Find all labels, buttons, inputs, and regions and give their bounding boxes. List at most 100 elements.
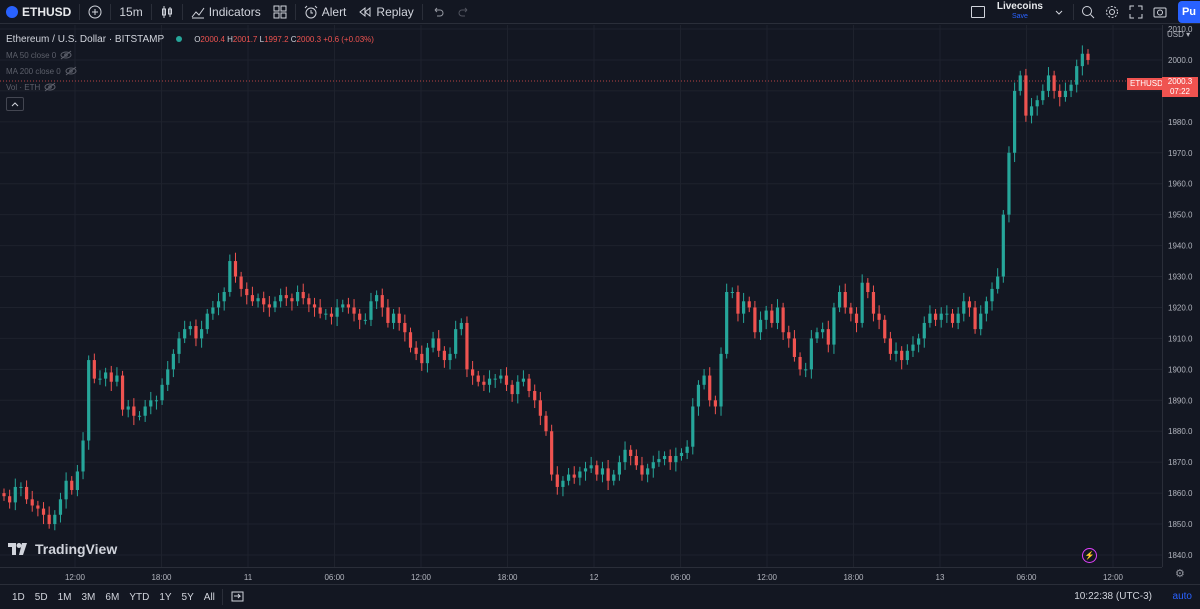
eye-off-icon[interactable]: [60, 50, 72, 60]
clock-timezone[interactable]: 10:22:38 (UTC-3): [1074, 591, 1152, 602]
price-tick-label: 2010.0: [1168, 25, 1193, 34]
candle-body: [312, 304, 317, 308]
grid-icon: [273, 5, 287, 18]
chart-pane[interactable]: [0, 25, 1162, 567]
alert-button[interactable]: Alert: [298, 0, 353, 24]
snapshot-button[interactable]: [1148, 0, 1172, 24]
candle-body: [380, 295, 384, 308]
replay-button[interactable]: Replay: [352, 0, 419, 24]
candle-body: [657, 459, 661, 463]
candle-body: [1041, 90, 1045, 101]
price-tick-label: 1940.0: [1168, 242, 1193, 251]
candle-body: [104, 372, 108, 379]
candle-body: [900, 350, 904, 361]
candle-body: [854, 313, 859, 323]
fullscreen-button[interactable]: [1124, 0, 1148, 24]
indicator-ma50[interactable]: MA 50 close 0: [6, 47, 374, 63]
candle-body: [979, 313, 983, 330]
range-button-all[interactable]: All: [203, 591, 215, 603]
layout-name-button[interactable]: Livecoins Save: [993, 2, 1047, 22]
candle-body: [837, 292, 842, 308]
candle-body: [437, 338, 441, 351]
range-button-3m[interactable]: 3M: [81, 591, 96, 603]
search-button[interactable]: [1076, 0, 1100, 24]
candle-body: [448, 353, 452, 361]
candle-body: [719, 353, 723, 407]
candle-body: [764, 310, 768, 320]
candle-body: [787, 332, 791, 339]
legend-change: +0.6 (+0.03%): [323, 34, 374, 44]
range-button-1d[interactable]: 1D: [12, 591, 25, 603]
divider: [421, 3, 423, 20]
flash-icon[interactable]: ⚡: [1082, 548, 1097, 563]
goto-date-button[interactable]: [225, 585, 250, 609]
candle-body: [685, 446, 689, 453]
indicator-ma200[interactable]: MA 200 close 0: [6, 63, 374, 79]
candle-body: [736, 292, 740, 314]
indicators-button[interactable]: Indicators: [185, 0, 267, 24]
candle-body: [233, 261, 238, 277]
redo-button[interactable]: [451, 0, 477, 24]
candle-body: [408, 332, 413, 348]
candle-body: [143, 406, 147, 416]
eye-off-icon[interactable]: [44, 82, 56, 92]
scale-settings-icon[interactable]: ⚙: [1175, 568, 1185, 580]
candle-body: [917, 338, 921, 345]
currency-label: USD: [1167, 30, 1184, 39]
price-scale[interactable]: 2010.02000.01990.01980.01970.01960.01950…: [1162, 25, 1200, 567]
chart-type-button[interactable]: [154, 0, 180, 24]
divider: [294, 3, 296, 20]
layout-icon[interactable]: [970, 6, 985, 18]
legend-title: Ethereum / U.S. Dollar · BITSTAMP: [6, 33, 165, 45]
time-scale[interactable]: 12:00 18:00 11 06:00 12:00 18:00 12 06:00 12:00 1…: [0, 567, 1162, 585]
candle-body: [1013, 90, 1017, 153]
candle-body: [335, 307, 339, 317]
range-button-5d[interactable]: 5D: [34, 591, 48, 603]
currency-selector[interactable]: USD ▾: [1167, 30, 1191, 39]
candle-body: [504, 375, 509, 385]
candle-body: [843, 292, 847, 308]
candle-body: [702, 375, 706, 385]
templates-button[interactable]: [267, 0, 293, 24]
fullscreen-icon: [1129, 5, 1143, 19]
candle-body: [13, 486, 17, 503]
range-button-5y[interactable]: 5Y: [181, 591, 194, 603]
settings-button[interactable]: [1100, 0, 1124, 24]
symbol-search[interactable]: ETHUSD: [0, 0, 77, 24]
compare-button[interactable]: [82, 0, 108, 24]
candle-body: [510, 384, 514, 395]
candle-body: [75, 471, 79, 491]
candle-body: [471, 369, 475, 376]
indicator-volume[interactable]: Vol · ETH: [6, 79, 374, 95]
candle-body: [612, 474, 616, 481]
range-button-6m[interactable]: 6M: [105, 591, 120, 603]
candle-body: [600, 468, 605, 475]
collapse-legend-button[interactable]: [6, 97, 24, 111]
candle-body: [47, 514, 51, 525]
candle-body: [301, 292, 305, 299]
candle-body: [894, 350, 898, 354]
redo-icon: [458, 7, 468, 16]
candle-body: [476, 375, 480, 382]
time-tick-label: 12:00: [757, 573, 778, 582]
undo-button[interactable]: [425, 0, 451, 24]
candle-body: [183, 329, 187, 339]
candle-body: [527, 378, 531, 392]
auto-scale-button[interactable]: auto: [1172, 591, 1192, 602]
eye-off-icon[interactable]: [65, 66, 77, 76]
candle-body: [256, 298, 260, 302]
candle-body: [758, 319, 763, 333]
publish-button[interactable]: Pu: [1178, 1, 1200, 23]
candle-body: [177, 338, 181, 354]
candle-body: [1052, 75, 1056, 91]
range-button-ytd[interactable]: YTD: [129, 591, 150, 603]
indicator-label: Vol · ETH: [6, 82, 41, 92]
range-button-1m[interactable]: 1M: [57, 591, 72, 603]
candle-body: [239, 276, 243, 289]
candles: [2, 45, 1090, 531]
divider: [150, 3, 152, 20]
interval-button[interactable]: 15m: [113, 0, 148, 24]
layout-dropdown[interactable]: [1047, 0, 1071, 24]
range-button-1y[interactable]: 1Y: [159, 591, 172, 603]
price-tick-label: 2000.0: [1168, 56, 1193, 65]
